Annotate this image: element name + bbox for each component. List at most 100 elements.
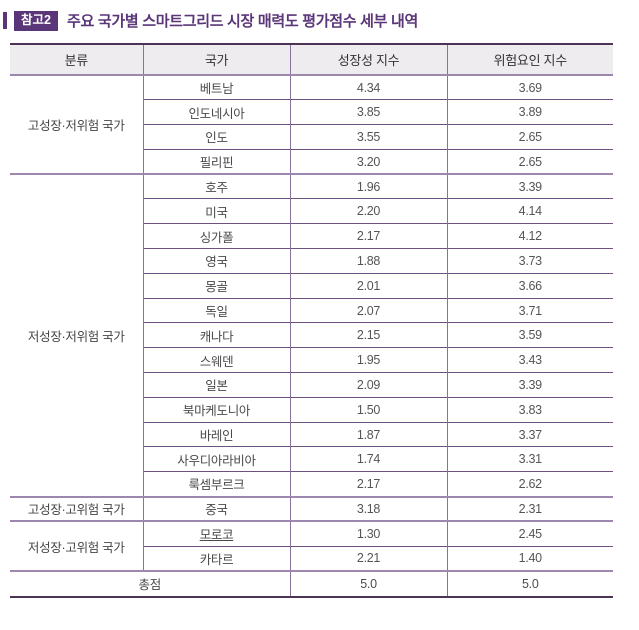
table-row: 인도네시아 3.85 3.89 [10, 99, 613, 125]
category-cell: 저성장·저위험 국가 [10, 173, 143, 497]
table-row: 미국 2.20 4.14 [10, 198, 613, 224]
table-row: 싱가폴 2.17 4.12 [10, 223, 613, 249]
country-cell: 필리핀 [142, 148, 290, 175]
table-row: 인도 3.55 2.65 [10, 124, 613, 150]
growth-cell: 3.55 [289, 124, 447, 150]
country-cell: 미국 [142, 198, 290, 224]
table-row: 캐나다 2.15 3.59 [10, 322, 613, 348]
growth-cell: 1.95 [289, 347, 447, 373]
growth-cell: 1.96 [289, 173, 447, 199]
table-groups: 고성장·저위험 국가 베트남 4.34 3.69 인도네시아 3.85 3.89 인도 3.55… [10, 75, 613, 571]
country-cell: 캐나다 [142, 322, 290, 348]
category-cell: 고성장·저위험 국가 [27, 119, 125, 134]
table-row: 저성장·고위험 국가 모로코 1.30 2.45 [10, 520, 613, 571]
country-cell: 인도 [142, 124, 290, 150]
table-footer: 총점 5.0 5.0 [10, 569, 613, 598]
growth-cell: 1.74 [289, 446, 447, 472]
risk-cell: 3.43 [446, 347, 613, 373]
country-cell: 일본 [142, 372, 290, 398]
country-cell: 인도네시아 [142, 99, 290, 125]
country-cell: 몽골 [142, 272, 290, 299]
growth-cell: 2.20 [289, 198, 447, 224]
table-row: 고성장·저위험 국가 베트남 4.34 3.69 [10, 75, 613, 133]
total-label: 총점 [10, 569, 290, 598]
country-cell: 룩셈부르크 [142, 471, 290, 497]
growth-cell: 2.17 [289, 223, 447, 249]
header-row: 분류 국가 성장성 지수 위험요인 지수 [10, 43, 613, 76]
risk-cell: 3.37 [446, 421, 613, 447]
growth-cell: 1.88 [289, 248, 447, 274]
table-row: 룩셈부르크 2.17 2.62 [10, 471, 613, 497]
table-row: 몽골 2.01 3.66 [10, 272, 613, 299]
country-cell: 모로코 [142, 520, 290, 547]
growth-cell: 4.34 [289, 75, 447, 100]
table-row: 바레인 1.87 3.37 [10, 421, 613, 447]
country-cell: 싱가폴 [142, 223, 290, 249]
table-header: 분류 국가 성장성 지수 위험요인 지수 [10, 43, 613, 76]
category-cell: 저성장·고위험 국가 [10, 520, 143, 571]
total-growth-value: 5.0 [289, 569, 447, 598]
reference-badge: 참고2 [14, 10, 58, 31]
risk-cell: 3.71 [446, 297, 613, 323]
column-header-risk: 위험요인 지수 [446, 43, 613, 76]
column-header-category: 분류 [10, 43, 143, 76]
table-row: 북마케도니아 1.50 3.83 [10, 396, 613, 423]
growth-cell: 2.21 [289, 545, 447, 571]
growth-cell: 3.20 [289, 148, 447, 175]
total-row: 총점 5.0 5.0 [10, 569, 613, 598]
country-cell: 카타르 [142, 545, 290, 571]
score-table: 분류 국가 성장성 지수 위험요인 지수 고성장·저위험 국가 베트남 4.34 3.… [10, 43, 613, 598]
growth-cell: 1.87 [289, 421, 447, 447]
risk-cell: 1.40 [446, 545, 613, 571]
category-cell: 고성장·고위험 국가 [10, 495, 143, 522]
country-cell: 독일 [142, 297, 290, 323]
page-title: 주요 국가별 스마트그리드 시장 매력도 평가점수 세부 내역 [66, 13, 419, 30]
doc-header: 참고2 주요 국가별 스마트그리드 시장 매력도 평가점수 세부 내역 [3, 10, 639, 31]
risk-cell: 2.65 [446, 124, 613, 150]
risk-cell: 3.39 [446, 372, 613, 398]
country-cell: 북마케도니아 [142, 396, 290, 423]
risk-cell: 3.31 [446, 446, 613, 472]
risk-cell: 2.45 [446, 520, 613, 547]
risk-cell: 2.31 [446, 495, 613, 522]
growth-cell: 3.18 [289, 495, 447, 522]
country-cell: 중국 [142, 495, 290, 522]
risk-cell: 3.39 [446, 173, 613, 199]
risk-cell: 3.66 [446, 272, 613, 299]
table-row: 사우디아라비아 1.74 3.31 [10, 446, 613, 472]
risk-cell: 3.83 [446, 396, 613, 423]
table-row: 독일 2.07 3.71 [10, 297, 613, 323]
country-cell: 영국 [142, 248, 290, 274]
growth-cell: 1.50 [289, 396, 447, 423]
risk-cell: 2.65 [446, 148, 613, 175]
risk-cell: 3.73 [446, 248, 613, 274]
risk-cell: 2.62 [446, 471, 613, 497]
risk-cell: 3.59 [446, 322, 613, 348]
country-cell: 베트남 [142, 75, 290, 100]
table-row: 카타르 2.21 1.40 [10, 545, 613, 571]
risk-cell: 3.69 [446, 75, 613, 100]
risk-cell: 4.14 [446, 198, 613, 224]
table-row: 고성장·고위험 국가 중국 3.18 2.31 [10, 495, 613, 522]
table-row: 일본 2.09 3.39 [10, 372, 613, 398]
column-header-country: 국가 [142, 43, 290, 76]
table-row: 저성장·저위험 국가 호주 1.96 3.39 [10, 173, 613, 497]
growth-cell: 2.17 [289, 471, 447, 497]
growth-cell: 2.01 [289, 272, 447, 299]
report-page: 참고2 주요 국가별 스마트그리드 시장 매력도 평가점수 세부 내역 분류 국… [3, 10, 639, 598]
growth-cell: 2.15 [289, 322, 447, 348]
total-risk-value: 5.0 [446, 569, 613, 598]
table-row: 스웨덴 1.95 3.43 [10, 347, 613, 373]
country-cell: 사우디아라비아 [142, 446, 290, 472]
table-row: 영국 1.88 3.73 [10, 248, 613, 274]
growth-cell: 1.30 [289, 520, 447, 547]
risk-cell: 4.12 [446, 223, 613, 249]
country-cell: 호주 [142, 173, 290, 199]
risk-cell: 3.89 [446, 99, 613, 125]
country-cell: 바레인 [142, 421, 290, 447]
country-cell: 스웨덴 [142, 347, 290, 373]
growth-cell: 3.85 [289, 99, 447, 125]
growth-cell: 2.09 [289, 372, 447, 398]
accent-bar-icon [3, 12, 7, 29]
column-header-growth: 성장성 지수 [289, 43, 447, 76]
